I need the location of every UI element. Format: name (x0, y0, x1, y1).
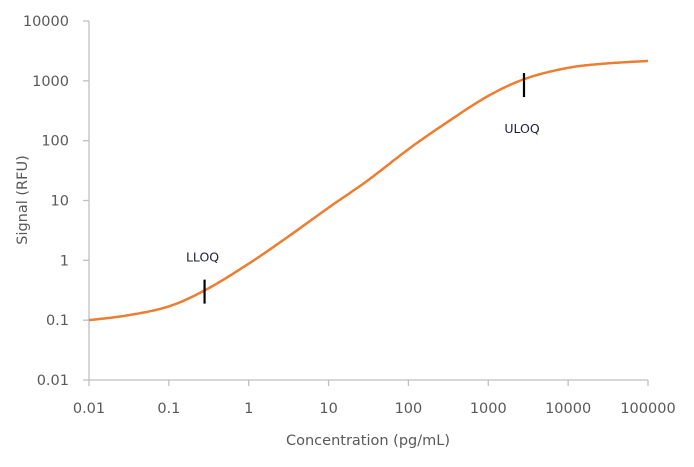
x-axis-ticks: 0.01 0.1 1 10 100 1000 10000 100000 (73, 380, 676, 417)
y-tick-label: 1 (60, 253, 69, 269)
x-tick-label: 10000 (545, 401, 591, 417)
x-tick-label: 100 (395, 401, 423, 417)
y-tick-label: 10 (51, 194, 69, 210)
axes (88, 21, 648, 381)
y-tick-label: 1000 (32, 74, 69, 90)
uloq-label: ULOQ (504, 121, 540, 136)
annotations: LLOQ ULOQ (186, 73, 540, 304)
x-axis-title: Concentration (pg/mL) (286, 433, 450, 449)
y-axis-title: Signal (RFU) (15, 155, 31, 245)
x-tick-label: 0.01 (73, 401, 105, 417)
lloq-label: LLOQ (186, 250, 219, 265)
x-tick-label: 100000 (620, 401, 675, 417)
y-tick-label: 10000 (23, 14, 69, 30)
series-line-standard-curve (88, 59, 649, 322)
y-tick-label: 0.01 (37, 373, 69, 389)
x-tick-label: 10 (319, 401, 337, 417)
y-tick-label: 100 (41, 134, 69, 150)
x-tick-label: 1000 (470, 401, 507, 417)
x-tick-label: 1 (244, 401, 253, 417)
y-axis-ticks: 0.01 0.1 1 10 100 1000 10000 (23, 14, 89, 389)
x-tick-label: 0.1 (157, 401, 180, 417)
y-tick-label: 0.1 (46, 313, 69, 329)
